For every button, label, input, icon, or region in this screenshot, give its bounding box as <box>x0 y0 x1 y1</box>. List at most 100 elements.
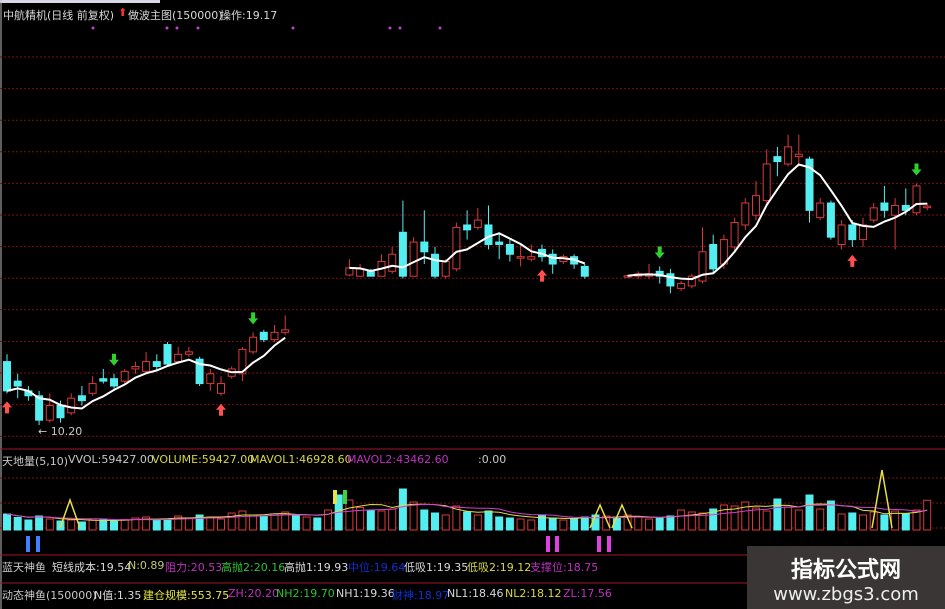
high-sell-1: 高抛1:19.93 <box>284 561 349 574</box>
volume-spike-marker <box>59 497 81 529</box>
volume-bar <box>324 509 332 531</box>
volume-bar <box>784 506 793 531</box>
volume-bar <box>677 509 686 531</box>
mavol1-value: MAVOL1:46928.60 <box>250 453 352 466</box>
volume-bar <box>645 518 653 531</box>
volume-bar <box>687 511 696 531</box>
volume-spike-marker <box>611 503 633 529</box>
volume-bar <box>516 518 525 531</box>
candle-up <box>441 261 450 277</box>
volume-bar <box>570 518 579 531</box>
candle-down <box>398 231 407 277</box>
signal-dot <box>438 26 442 30</box>
candle-up <box>859 224 867 241</box>
volume-bar <box>816 508 825 531</box>
magenta-signal-bar <box>607 536 611 552</box>
volume-bar <box>602 515 611 531</box>
nl2-value: NL2:18.12 <box>505 587 562 600</box>
candle-down <box>195 358 204 385</box>
volume-bar <box>580 516 589 531</box>
candle-up <box>912 185 921 214</box>
candle-up <box>131 365 140 370</box>
buy-arrow-icon <box>2 401 12 414</box>
candle-up <box>730 222 739 248</box>
candle-up <box>270 331 279 341</box>
volume-bar <box>24 519 33 531</box>
volume-bar <box>505 517 514 531</box>
volume-bar <box>880 514 889 531</box>
candle-up <box>45 405 54 421</box>
nl1-value: NL1:18.46 <box>447 587 504 600</box>
volume-bar <box>473 514 482 531</box>
zl-value: ZL:17.56 <box>563 587 612 600</box>
volume-spike-marker <box>589 503 611 529</box>
signal-dot <box>398 26 402 30</box>
nh2-value: NH2:19.70 <box>276 587 335 600</box>
volume-bar <box>752 507 760 531</box>
short-cost: 短线成本:19.54 <box>52 561 132 574</box>
candle-down <box>484 224 493 245</box>
nh1-value: NH1:19.36 <box>336 587 395 600</box>
volume-bar <box>527 519 536 531</box>
vvol-value: VVOL:59427.00 <box>68 453 154 466</box>
buy-arrow-icon <box>537 269 547 282</box>
volume-bar <box>163 518 172 531</box>
fortune-value: 财神:18.97 <box>392 589 450 602</box>
candle-up <box>67 397 76 414</box>
volume-bar <box>666 515 675 531</box>
candle-up <box>741 202 750 226</box>
candle-down <box>152 361 161 367</box>
mavol2-value: MAVOL2:43462.60 <box>347 453 449 466</box>
zh-value: ZH:20.20 <box>228 587 280 600</box>
volume-bar <box>623 514 632 531</box>
volume-bar <box>195 514 204 531</box>
candle-up <box>184 351 193 355</box>
indicator-name[interactable]: 做波主图(150000) <box>128 9 223 22</box>
volume-bar <box>345 499 354 531</box>
low-price-label: ← 10.20 <box>38 425 83 438</box>
volume-bar <box>388 508 397 531</box>
volume-bar <box>452 505 461 531</box>
up-arrow-icon: ⬆ <box>118 6 128 19</box>
candle-up <box>174 353 183 363</box>
header-title: 中航精机(日线 前复权) <box>3 9 115 22</box>
volume-bar <box>356 507 365 531</box>
blue-signal-bar <box>26 536 30 552</box>
candle-down <box>431 253 439 277</box>
sell-arrow-icon <box>911 163 922 176</box>
candle-up <box>88 383 97 394</box>
candle-up <box>784 146 793 165</box>
candle-up <box>677 283 686 289</box>
volume-bar <box>313 517 322 531</box>
row2-name[interactable]: 动态神鱼(150000) <box>2 589 97 602</box>
volume-bar <box>120 519 129 531</box>
volume-bar <box>709 508 718 531</box>
row1-name[interactable]: 蓝天神鱼 <box>2 561 46 574</box>
magenta-signal-bar <box>546 536 550 552</box>
signal-dot <box>165 26 169 30</box>
title-strip <box>0 0 160 3</box>
signal-dot <box>91 26 95 30</box>
candle-down <box>463 224 472 231</box>
volume-bar <box>655 517 664 531</box>
moving-average-line <box>6 336 286 410</box>
candle-down <box>548 253 557 265</box>
volume-bar <box>773 498 782 531</box>
candle-up <box>206 373 215 385</box>
signal-dot <box>291 26 295 30</box>
volume-bar <box>110 520 118 531</box>
candle-down <box>880 202 889 211</box>
high-sell-2: 高抛2:20.16 <box>221 561 286 574</box>
volume-bar <box>131 517 140 531</box>
volume-bar <box>848 512 857 531</box>
candle-down <box>580 265 589 277</box>
volume-indicator-name[interactable]: 天地量(5,10) <box>2 455 69 468</box>
volume-bar <box>206 516 215 531</box>
volume-bar <box>698 512 707 531</box>
volume-bar <box>719 504 728 531</box>
volume-bar <box>13 517 22 531</box>
sell-arrow-icon <box>654 246 665 259</box>
candle-down <box>56 405 65 419</box>
